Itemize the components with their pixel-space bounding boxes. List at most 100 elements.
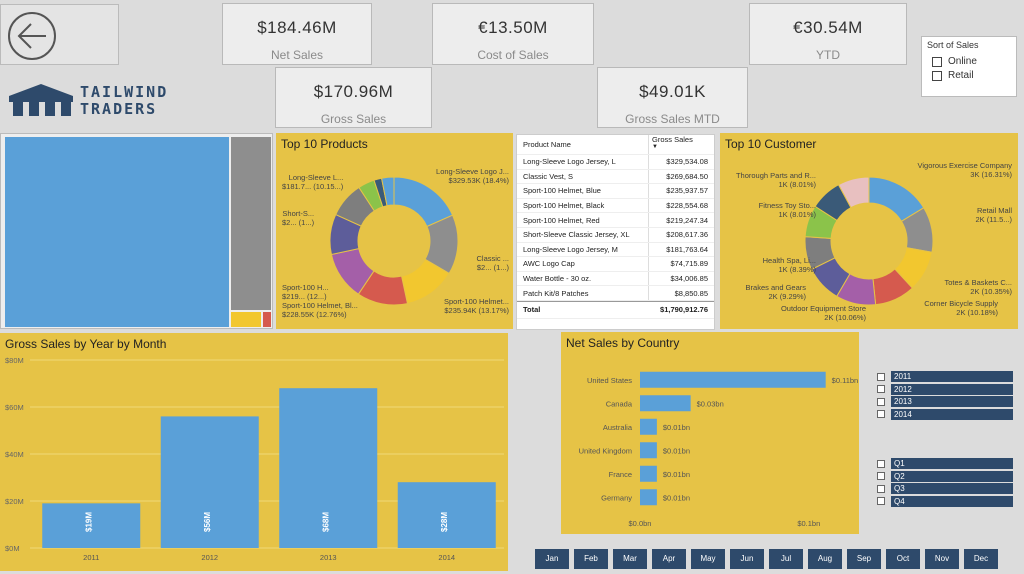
gross-sales-cell: $181,763.64 [648,242,714,257]
treemap-tile-red[interactable] [263,312,271,327]
panel-title: Gross Sales by Year by Month [5,337,167,351]
bar-data-label: $0.01bn [663,493,690,502]
checkbox-icon[interactable] [877,397,885,406]
checkbox-icon[interactable] [932,56,942,67]
checkbox-icon[interactable] [877,410,885,418]
gross-sales-table[interactable]: Product Name Gross Sales ▼ Long-Sleeve Lo… [516,134,715,330]
slicer-label: Q3 [891,483,1013,494]
slicer-label: 2013 [891,396,1013,407]
bar-data-label: $0.01bn [663,423,690,432]
customer-donut-slice[interactable] [837,176,870,209]
month-button-feb[interactable]: Feb [574,549,608,569]
checkbox-icon[interactable] [877,472,885,480]
table-row[interactable]: Sport-100 Helmet, Blue $235,937.57 [517,184,714,199]
year-slicer-item[interactable]: 2014 [877,408,1013,420]
month-button-aug[interactable]: Aug [808,549,842,569]
table-row[interactable]: Sport-100 Helmet, Black $228,554.68 [517,198,714,214]
product-name-cell: Sport-100 Helmet, Black [523,201,605,211]
checkbox-icon[interactable] [877,372,885,381]
gross-sales-cell: $208,617.36 [648,227,714,242]
header-gross-sales[interactable]: Gross Sales ▼ [648,135,714,154]
header-product-name[interactable]: Product Name [523,140,571,149]
treemap-tile-gray[interactable] [231,137,271,310]
quarter-slicer-item[interactable]: Q3 [877,483,1013,494]
table-row[interactable]: Short-Sleeve Classic Jersey, XL $208,617.… [517,227,714,243]
kpi-value: €13.50M [478,18,548,37]
y-tick-label: $80M [5,356,24,365]
bar-france[interactable] [640,465,657,482]
bar-canada[interactable] [640,395,691,412]
month-button-apr[interactable]: Apr [652,549,686,569]
donut-label: Sport-100 Helmet... $235.94K (13.17%) [443,297,509,315]
quarter-slicer-item[interactable]: Q2 [877,470,1013,482]
slicer-label: 2011 [891,371,1013,382]
slicer-title: Sort of Sales [927,40,979,50]
bar-2012[interactable] [160,416,259,548]
month-button-jun[interactable]: Jun [730,549,764,569]
month-button-may[interactable]: May [691,549,725,569]
kpi-ytd: €30.54M YTD [749,3,907,65]
month-button-sep[interactable]: Sep [847,549,881,569]
customer-donut-chart[interactable] [720,133,1018,329]
bar-2014[interactable] [397,482,496,548]
y-tick-label: $0M [5,544,20,553]
table-row[interactable]: Patch Kit/8 Patches $8,850.85 [517,286,714,301]
net-by-country-panel: Net Sales by Country United States $0.11b… [561,332,859,534]
gross-sales-cell: $235,937.57 [648,184,714,198]
year-bar-chart[interactable]: $80M $60M $40M $20M $0M $19M 2011 $56M 2012 $68M 2… [0,333,508,571]
table-row[interactable]: Sport-100 Helmet, Red $219,247.34 [517,213,714,228]
tailwind-traders-logo: TAILWIND TRADERS [9,82,179,118]
slicer-option-online[interactable]: Online [932,56,1011,67]
bar-germany[interactable] [640,489,657,506]
bar-united-kingdom[interactable] [640,442,657,459]
treemap-tile-large[interactable] [5,137,229,327]
back-button[interactable] [0,4,119,65]
table-row[interactable]: Long-Sleeve Logo Jersey, L $329,534.08 [517,155,714,170]
year-slicer-item[interactable]: 2011 [877,371,1013,382]
donut-label: Sport-100 H... $219... (12...) [282,283,329,301]
kpi-value: $49.01K [639,82,706,101]
bar-2013[interactable] [279,388,378,548]
donut-label: Thorough Parts and R... 1K (8.01%) [735,171,816,189]
checkbox-icon[interactable] [877,484,885,493]
total-value: $1,790,912.76 [660,305,708,315]
logo-line2: TRADERS [80,100,158,118]
x-tick-label: 2012 [201,553,218,562]
checkbox-icon[interactable] [877,459,885,468]
table-row[interactable]: Classic Vest, S $269,684.50 [517,169,714,185]
gross-by-year-panel: Gross Sales by Year by Month $80M $60M $40… [0,333,508,571]
checkbox-icon[interactable] [877,385,885,393]
bar-data-label: $56M [203,512,212,532]
treemap-tile-yellow[interactable] [231,312,261,327]
table-row[interactable]: Water Bottle - 30 oz. $34,006.85 [517,271,714,287]
month-button-jul[interactable]: Jul [769,549,803,569]
year-slicer-item[interactable]: 2012 [877,383,1013,395]
x-tick-label: 2013 [320,553,337,562]
bar-australia[interactable] [640,418,657,435]
quarter-slicer-item[interactable]: Q1 [877,458,1013,469]
year-slicer-item[interactable]: 2013 [877,396,1013,407]
panel-title: Top 10 Customer [725,137,817,151]
products-donut-slice[interactable] [380,176,395,207]
month-button-nov[interactable]: Nov [925,549,959,569]
table-header: Product Name Gross Sales ▼ [517,135,714,155]
bar-2011[interactable] [42,503,141,548]
checkbox-icon[interactable] [932,70,942,81]
products-donut-chart[interactable] [276,133,513,329]
month-button-oct[interactable]: Oct [886,549,920,569]
bar-data-label: $19M [84,512,93,532]
table-row[interactable]: Long-Sleeve Logo Jersey, M $181,763.64 [517,242,714,258]
checkbox-icon[interactable] [877,497,885,505]
treemap[interactable] [0,133,273,329]
month-button-dec[interactable]: Dec [964,549,998,569]
product-name-cell: Sport-100 Helmet, Blue [523,186,601,196]
country-bar-chart[interactable]: United States $0.11bn Canada $0.03bn Austral… [561,332,859,534]
month-button-mar[interactable]: Mar [613,549,647,569]
quarter-slicer-item[interactable]: Q4 [877,495,1013,507]
donut-label: Fitness Toy Sto... 1K (8.01%) [758,201,816,219]
month-button-jan[interactable]: Jan [535,549,569,569]
bar-united-states[interactable] [640,371,826,388]
slicer-option-retail[interactable]: Retail [932,70,1011,81]
donut-label: Long-Sleeve Logo J... $329.53K (18.4%) [436,167,509,185]
table-row[interactable]: AWC Logo Cap $74,715.89 [517,257,714,272]
